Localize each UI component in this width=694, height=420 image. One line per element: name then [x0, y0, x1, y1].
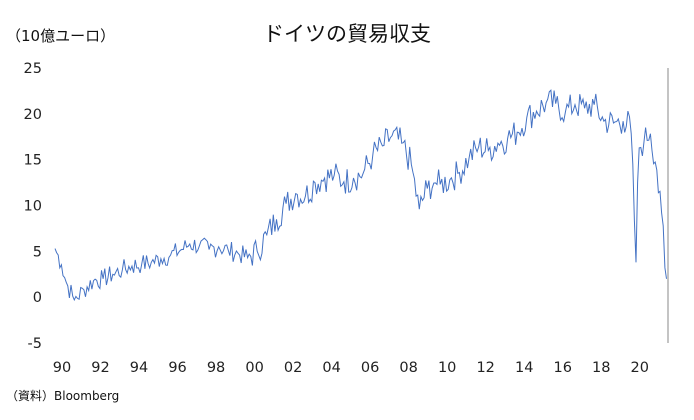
y-tick-label: 25 — [24, 61, 42, 77]
source-label: （資料）Bloomberg — [6, 389, 120, 403]
y-tick-label: -5 — [28, 336, 42, 352]
x-tick-label: 10 — [438, 360, 456, 376]
x-tick-label: 16 — [553, 360, 571, 376]
x-tick-label: 92 — [91, 360, 109, 376]
x-tick-label: 14 — [515, 360, 533, 376]
x-tick-label: 98 — [207, 360, 225, 376]
x-tick-label: 00 — [245, 360, 263, 376]
y-axis-tick-labels: 25 20 15 10 5 0 -5 — [24, 61, 42, 352]
y-tick-label: 10 — [24, 199, 42, 215]
x-tick-label: 96 — [168, 360, 186, 376]
x-axis-tick-labels: 90 92 94 96 98 00 02 04 06 08 10 12 14 16 18 20 — [53, 360, 649, 376]
y-tick-label: 15 — [24, 153, 42, 169]
y-tick-label: 20 — [24, 107, 42, 123]
x-tick-label: 08 — [399, 360, 417, 376]
chart-title: ドイツの貿易収支 — [263, 22, 431, 46]
x-tick-label: 18 — [592, 360, 610, 376]
x-tick-label: 02 — [284, 360, 302, 376]
y-tick-label: 0 — [33, 290, 42, 306]
trade-balance-series-line — [54, 89, 667, 302]
x-tick-label: 20 — [631, 360, 649, 376]
x-tick-label: 06 — [361, 360, 379, 376]
x-tick-label: 12 — [476, 360, 494, 376]
unit-label: （10億ユーロ） — [6, 27, 116, 45]
x-tick-label: 04 — [322, 360, 340, 376]
y-tick-label: 5 — [33, 244, 42, 260]
x-tick-label: 90 — [53, 360, 71, 376]
x-tick-label: 94 — [130, 360, 148, 376]
